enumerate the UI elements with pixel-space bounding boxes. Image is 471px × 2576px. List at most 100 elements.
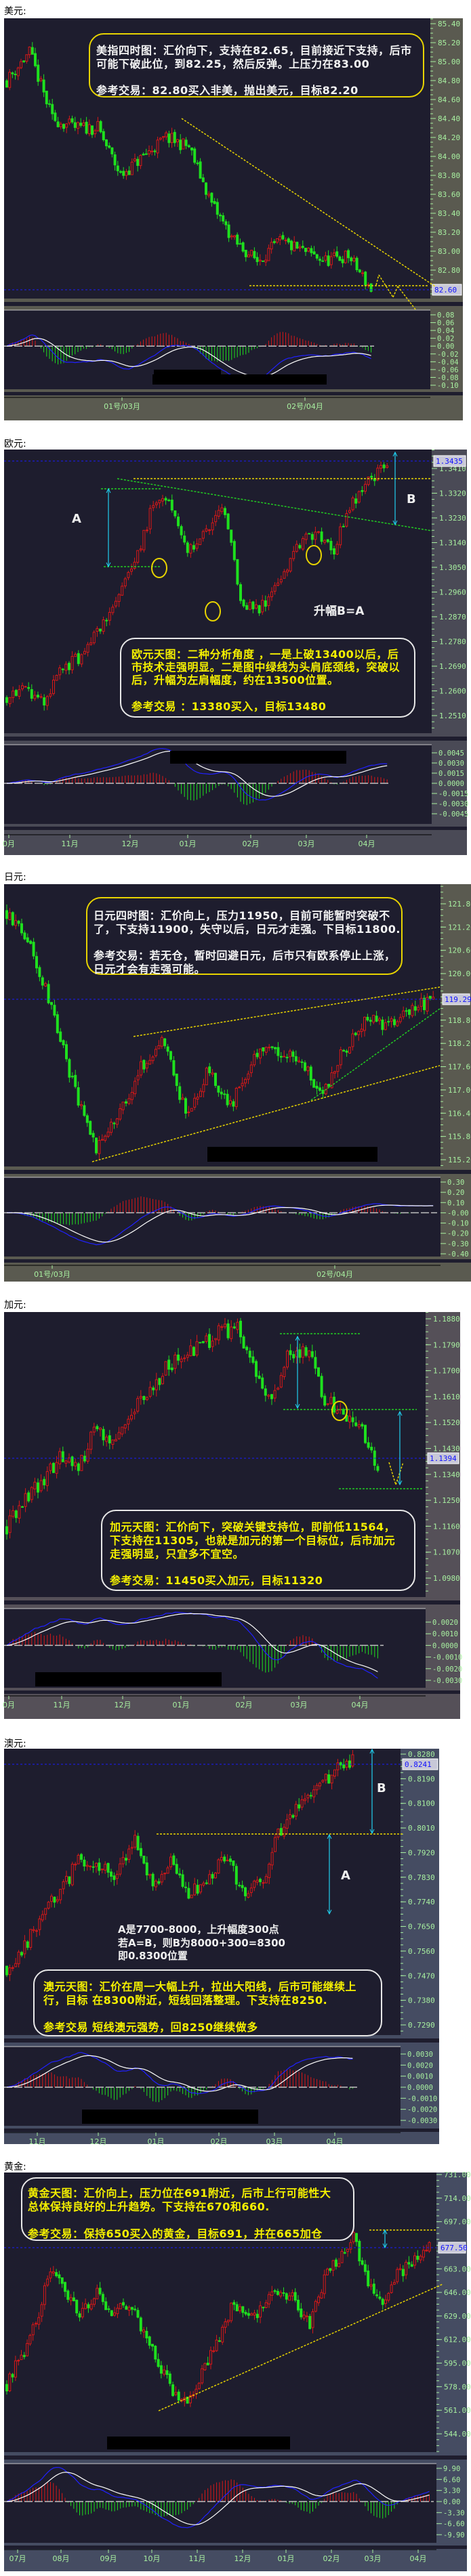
pane-divider [4,1690,460,1694]
trendline-yellow [158,2284,443,2411]
candle-up [139,155,142,167]
macd-dea-line [6,2472,430,2525]
label-a: A [72,512,81,526]
candle-up [229,1100,232,1105]
y-tick-label: 1.1430 [433,1445,460,1454]
x-tick-label: 0月 [3,839,15,848]
candle-up [294,1804,298,1817]
candle-down [53,1896,56,1903]
candle-down [89,1120,92,1135]
candle-down [327,1083,331,1087]
candle-up [62,1881,65,1890]
candle-down [232,1101,235,1107]
candle-down [230,529,233,543]
candle-down [220,1091,223,1095]
candle-up [230,2302,233,2321]
candle-down [175,1073,178,1087]
pane-divider [4,1259,471,1263]
candle-down [62,124,65,129]
candle-up [329,256,333,265]
candle-up [45,696,49,706]
candle-down [214,1072,217,1086]
candle-up [24,1493,27,1507]
candle-down [199,1342,202,1344]
candle-up [127,1418,130,1424]
candle-down [232,1860,235,1866]
candle-down [301,246,304,248]
analysis-line: 参考交易：保持650买入的黄金，目标691，并在665加仓 [28,2227,323,2240]
candle-down [183,536,186,543]
candle-down [235,2304,239,2311]
candle-up [288,2295,291,2301]
candle-up [239,2306,241,2311]
candle-down [264,1388,267,1396]
y-tick-label: 84.80 [438,77,460,85]
candle-down [345,1050,348,1053]
candle-up [405,2262,408,2275]
trendline-yellow [388,1462,396,1485]
x-tick-label: 02月 [211,2137,228,2146]
candle-up [96,628,99,632]
candle-down [276,2290,279,2295]
candle-up [155,1049,157,1056]
candle-down [219,215,222,217]
candle-up [25,54,28,62]
candle-down [272,241,276,243]
y-tick-label: 84.20 [438,133,460,142]
macd-tick-label: 0.00 [443,2498,460,2506]
candle-down [11,912,14,925]
candle-up [47,1902,50,1909]
candle-down [167,500,171,502]
candle-up [134,1835,137,1848]
candle-up [20,2355,23,2360]
candle-up [28,2335,32,2344]
candle-up [230,1326,233,1339]
candle-up [12,1510,15,1517]
candle-down [298,1349,302,1358]
x-tick-label: 04月 [359,839,375,848]
arrow-head-down-icon [295,1403,300,1410]
macd-tick-label: 9.90 [443,2465,460,2473]
candle-up [115,1118,119,1125]
candle-down [259,1879,262,1883]
candle-down [342,1764,346,1768]
candle-down [165,2370,169,2375]
candle-down [210,192,213,203]
candle-up [49,1463,52,1471]
candle-up [270,1852,274,1866]
y-tick-label: 1.3230 [439,514,466,523]
candle-up [201,2368,204,2384]
candle-down [68,1876,71,1884]
candle-down [251,601,255,609]
candle-up [348,1416,351,1422]
candle-up [111,1439,115,1445]
candle-up [52,679,55,694]
candle-down [312,1079,316,1088]
macd-tick-label: 0.0020 [407,2061,433,2070]
candle-down [361,1424,364,1427]
candle-down [361,2260,364,2265]
candle-up [378,1018,381,1022]
y-tick-label: 663.00 [444,2265,471,2273]
candle-down [157,2359,160,2367]
candle-up [182,138,185,150]
candle-up [428,2242,431,2252]
candle-down [180,526,183,536]
candle-up [37,2317,41,2325]
candle-down [208,1066,211,1074]
candle-down [205,182,207,195]
candle-down [51,104,54,114]
macd-tick-label: -9.90 [443,2531,465,2539]
candle-up [58,667,62,676]
candle-up [255,604,258,609]
macd-tick-label: 0.0000 [438,780,464,788]
candle-down [333,548,335,554]
candle-up [139,548,142,550]
candle-down [285,1057,289,1059]
candle-up [270,2291,274,2296]
candle-down [74,1074,77,1087]
candle-down [341,259,344,263]
macd-dea-line [6,1204,434,1243]
candle-down [136,2310,140,2318]
candle-down [290,240,293,250]
